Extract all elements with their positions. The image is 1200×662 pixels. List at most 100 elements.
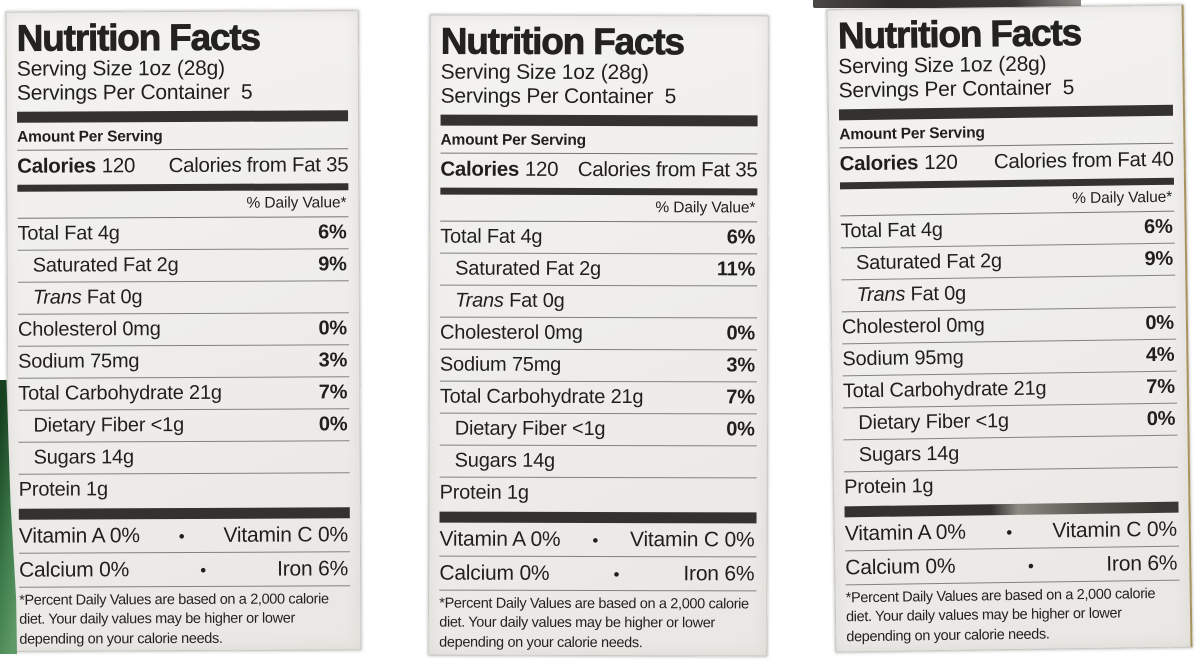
serving-size: Serving Size 1oz (28g)	[440, 60, 649, 85]
calories-value: 120	[101, 154, 136, 178]
calcium: Calcium 0%	[18, 557, 130, 582]
daily-values-footnote: *Percent Daily Values are based on a 2,0…	[845, 586, 1156, 645]
nutrient-name: Sugars 14g	[454, 449, 555, 473]
bullet-separator: •	[1027, 556, 1034, 576]
bullet-separator: •	[613, 564, 620, 584]
nutrient-row-total-fat: Total Fat 4g 6%	[440, 221, 758, 255]
nutrient-row-trans-fat: Trans Fat 0g	[440, 285, 758, 319]
vitamin-row-calcium-iron: Calcium 0% • Iron 6%	[845, 546, 1180, 586]
calcium: Calcium 0%	[845, 554, 956, 580]
vitamin-c: Vitamin C 0%	[223, 523, 348, 547]
vitamin-a: Vitamin A 0%	[439, 527, 561, 551]
nutrient-value: 0%	[1146, 407, 1176, 431]
nutrient-value: 0%	[1145, 311, 1175, 335]
nutrient-name: Sugars 14g	[858, 442, 960, 467]
bullet-separator: •	[592, 530, 599, 550]
serving-size: Serving Size 1oz (28g)	[16, 57, 225, 81]
vitamin-row-calcium-iron: Calcium 0% • Iron 6%	[439, 556, 757, 592]
nutrient-name: Trans Fat 0g	[856, 282, 967, 307]
bag-edge-dark	[813, 0, 1081, 8]
nutrient-name: Total Fat 4g	[840, 219, 943, 243]
bullet-separator: •	[178, 526, 185, 546]
calories-row: Calories 120 Calories from Fat 35	[17, 150, 348, 184]
nutrient-value: 3%	[318, 349, 348, 372]
nutrient-row-dietary-fiber: Dietary Fiber <1g 0%	[439, 413, 757, 447]
nutrient-value: 0%	[726, 418, 755, 441]
label-title: Nutrition Facts	[837, 11, 1082, 57]
vitamin-a: Vitamin A 0%	[844, 520, 966, 546]
nutrient-name: Total Fat 4g	[440, 225, 543, 249]
nutrient-row-dietary-fiber: Dietary Fiber <1g 0%	[843, 403, 1178, 441]
nutrient-row-dietary-fiber: Dietary Fiber <1g 0%	[18, 409, 350, 443]
nutrient-row-total-carbohydrate: Total Carbohydrate 21g 7%	[842, 371, 1178, 409]
nutrient-value: 9%	[318, 253, 347, 276]
nutrient-row-total-fat: Total Fat 4g 6%	[840, 211, 1175, 249]
servings-per-container: Servings Per Container 5	[838, 75, 1075, 103]
nutrient-name: Sodium 75mg	[439, 353, 562, 377]
nutrient-name: Total Carbohydrate 21g	[439, 385, 644, 409]
nutrient-name: Sodium 75mg	[18, 350, 140, 373]
divider-thick	[440, 114, 758, 127]
daily-value-header: % Daily Value*	[440, 194, 758, 223]
nutrient-name: Dietary Fiber <1g	[454, 417, 606, 441]
nutrient-row-sodium: Sodium 95mg 4%	[842, 339, 1177, 377]
vitamin-a: Vitamin A 0%	[18, 523, 140, 548]
calories-row: Calories 120 Calories from Fat 40	[839, 144, 1174, 182]
calories-from-fat: Calories from Fat 40	[993, 147, 1174, 174]
vitamin-row-calcium-iron: Calcium 0% • Iron 6%	[18, 552, 351, 588]
nutrient-row-saturated-fat: Saturated Fat 2g 9%	[17, 249, 349, 283]
vitamin-row-a-c: Vitamin A 0% • Vitamin C 0%	[844, 512, 1180, 552]
nutrient-value: 0%	[318, 317, 348, 340]
divider-thick	[17, 110, 349, 123]
divider-thick	[838, 104, 1174, 121]
vitamin-row-a-c: Vitamin A 0% • Vitamin C 0%	[439, 522, 757, 558]
daily-values-footnote: *Percent Daily Values are based on a 2,0…	[19, 591, 329, 648]
vitamin-row-a-c: Vitamin A 0% • Vitamin C 0%	[18, 518, 350, 554]
nutrient-value: 4%	[1145, 343, 1175, 367]
nutrient-row-cholesterol: Cholesterol 0mg 0%	[439, 317, 758, 351]
label-title: Nutrition Facts	[440, 20, 684, 63]
amount-per-serving: Amount Per Serving	[17, 125, 349, 151]
nutrient-name: Saturated Fat 2g	[455, 257, 601, 281]
calories-label: Calories	[839, 151, 919, 176]
calories-label: Calories	[17, 154, 96, 178]
nutrient-name: Sodium 95mg	[842, 346, 964, 371]
nutrient-value: 0%	[726, 322, 756, 345]
nutrient-value: 9%	[1144, 247, 1174, 271]
nutrient-row-sugars: Sugars 14g	[439, 445, 757, 479]
nutrient-row-cholesterol: Cholesterol 0mg 0%	[17, 313, 350, 347]
nutrient-name: Total Fat 4g	[17, 222, 120, 245]
nutrient-name: Protein 1g	[844, 475, 934, 499]
vitamin-c: Vitamin C 0%	[1052, 517, 1177, 543]
nutrient-row-protein: Protein 1g	[844, 468, 1178, 504]
bullet-separator: •	[200, 560, 207, 580]
nutrient-name: Dietary Fiber <1g	[858, 410, 1010, 435]
nutrient-value: 7%	[1146, 375, 1175, 399]
nutrition-label-2: Nutrition Facts Serving Size 1oz (28g) S…	[428, 14, 769, 657]
nutrient-name: Protein 1g	[18, 478, 108, 501]
nutrient-name: Total Carbohydrate 21g	[842, 377, 1047, 403]
calories-from-fat: Calories from Fat 35	[168, 153, 349, 178]
daily-values-footnote: *Percent Daily Values are based on a 2,0…	[439, 595, 749, 651]
vitamin-c: Vitamin C 0%	[630, 527, 755, 552]
nutrient-value: 7%	[726, 386, 755, 409]
nutrition-label-3: Nutrition Facts Serving Size 1oz (28g) S…	[826, 4, 1193, 653]
calories-label: Calories	[440, 157, 519, 182]
bullet-separator: •	[1006, 522, 1013, 542]
nutrient-value: 7%	[318, 381, 348, 404]
calcium: Calcium 0%	[439, 561, 550, 585]
calories-value: 120	[524, 158, 559, 182]
nutrient-name: Total Carbohydrate 21g	[18, 382, 222, 405]
nutrient-name: Saturated Fat 2g	[32, 254, 179, 277]
nutrient-row-sugars: Sugars 14g	[843, 435, 1178, 473]
nutrient-row-total-carbohydrate: Total Carbohydrate 21g 7%	[439, 381, 757, 415]
nutrient-value: 6%	[318, 221, 347, 244]
nutrient-name: Dietary Fiber <1g	[33, 414, 185, 437]
nutrient-row-saturated-fat: Saturated Fat 2g 11%	[440, 253, 758, 287]
label-title: Nutrition Facts	[16, 16, 260, 59]
nutrient-name: Trans Fat 0g	[455, 289, 565, 313]
nutrient-row-cholesterol: Cholesterol 0mg 0%	[841, 307, 1177, 345]
nutrient-name: Cholesterol 0mg	[841, 314, 985, 339]
calories-value: 120	[924, 150, 958, 175]
nutrient-name: Saturated Fat 2g	[855, 250, 1003, 275]
